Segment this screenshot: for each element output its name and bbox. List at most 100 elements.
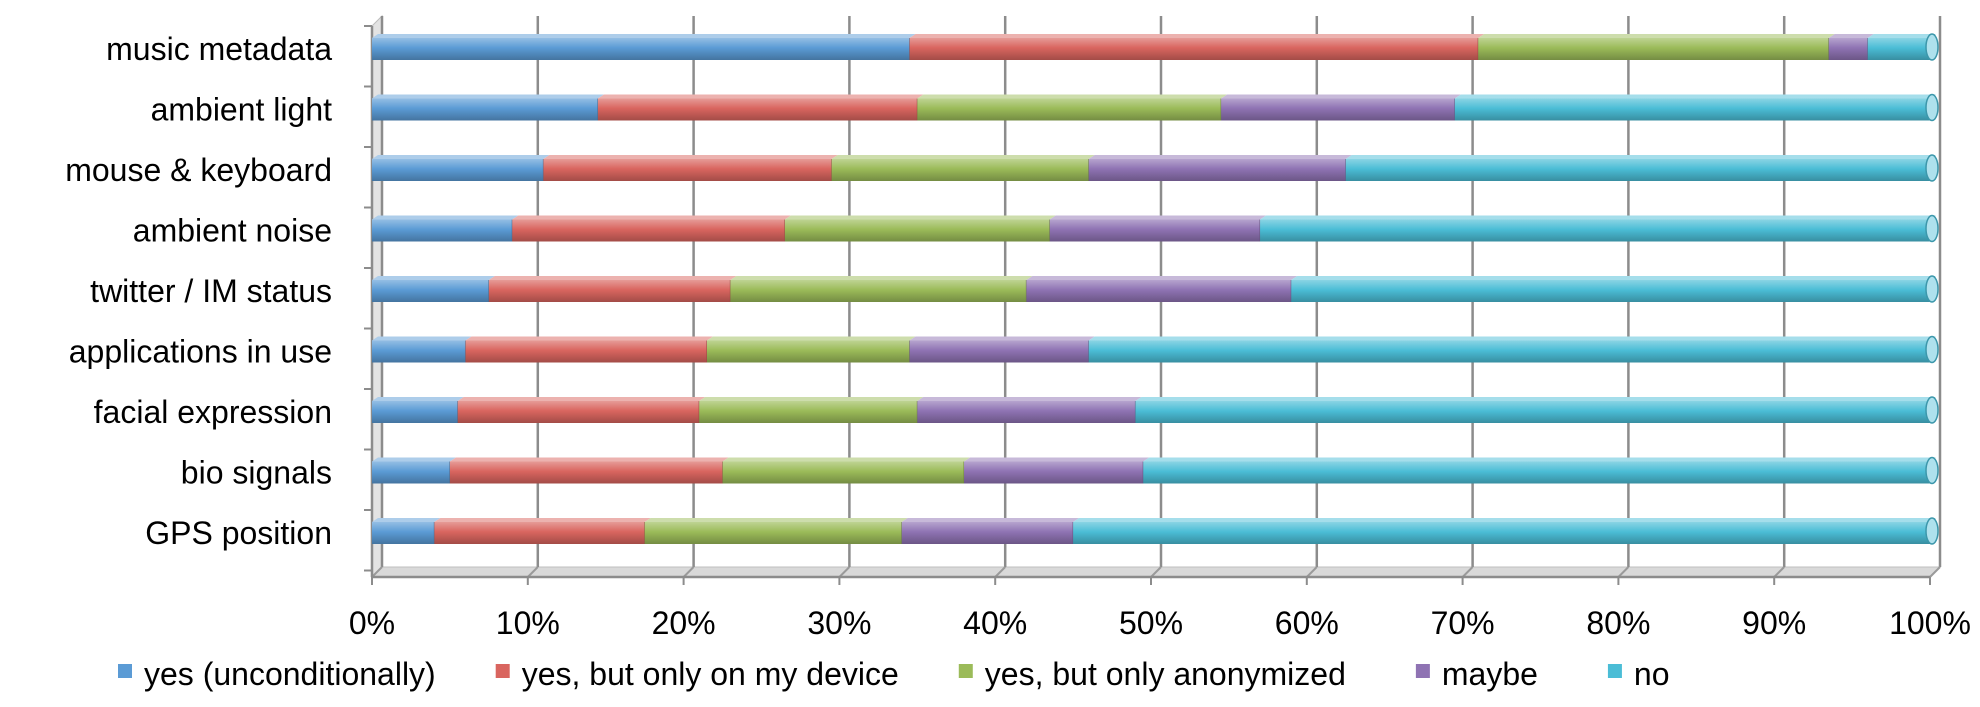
bar-segment: [1478, 34, 1835, 60]
bars: [372, 33, 1939, 545]
gridline-depth: [371, 566, 383, 578]
bar-end-cap: [1925, 517, 1939, 545]
legend-label: yes, but only anonymized: [985, 656, 1346, 692]
bar-segment: [372, 276, 495, 302]
gridline-depth: [1306, 566, 1318, 578]
category-label: ambient light: [151, 92, 333, 128]
x-tick-label: 0%: [349, 605, 395, 641]
bar-segment: [644, 518, 908, 544]
gridline-depth: [1461, 566, 1474, 578]
legend-item: yes (unconditionally): [118, 656, 436, 692]
bar-segment: [372, 94, 604, 121]
bar-segment: [449, 457, 729, 484]
bar-segment: [730, 276, 1033, 302]
legend-swatch: [1415, 664, 1430, 678]
category-label: twitter / IM status: [90, 273, 332, 309]
legend-label: yes, but only on my device: [522, 656, 899, 692]
bar-segment: [597, 94, 924, 121]
bar-end-cap: [1925, 154, 1939, 182]
legend-swatch: [118, 664, 132, 678]
x-tick-label: 50%: [1119, 605, 1183, 641]
bar-end-cap: [1925, 33, 1939, 61]
gridline-depth: [1617, 566, 1630, 578]
bar-end-cap: [1925, 275, 1939, 303]
bar-segment: [964, 457, 1150, 484]
x-tick-label: 10%: [496, 605, 560, 641]
legend-item: yes, but only on my device: [495, 656, 899, 692]
bar-segment: [1828, 34, 1874, 60]
legend-item: yes, but only anonymized: [958, 656, 1346, 692]
bar-segment: [901, 518, 1080, 544]
bar-segment: [1291, 276, 1936, 302]
gridline-depth: [527, 566, 539, 578]
legend: yes (unconditionally) yes, but only on my…: [118, 656, 1670, 692]
gridline-depth: [1773, 566, 1785, 578]
bar-end-cap: [1925, 93, 1939, 122]
bar-segment: [1049, 215, 1267, 242]
legend-swatch: [958, 664, 973, 678]
gridline-depth: [682, 566, 695, 578]
category-label: applications in use: [69, 334, 332, 370]
legend-swatch: [1607, 664, 1622, 678]
bar-segment: [1143, 457, 1936, 484]
bar-segment: [372, 518, 441, 544]
bar-segment: [1260, 215, 1936, 242]
bar-segment: [1345, 155, 1936, 181]
category-labels: music metadata ambient light mouse & keybo…: [65, 31, 332, 551]
gridline-depth: [1150, 566, 1162, 578]
category-label: bio signals: [181, 455, 332, 491]
legend-item: no: [1607, 656, 1670, 692]
bar-segment: [1867, 34, 1936, 60]
bar-segment: [372, 457, 456, 484]
bar-segment: [372, 215, 519, 242]
x-tick-label: 80%: [1586, 605, 1650, 641]
category-label: facial expression: [94, 394, 332, 430]
bar-segment: [699, 397, 924, 423]
bar-end-cap: [1925, 396, 1939, 424]
bar-segment: [722, 457, 971, 484]
legend-label: maybe: [1442, 656, 1538, 692]
x-tick-label: 100%: [1889, 605, 1971, 641]
x-tick-label: 30%: [807, 605, 871, 641]
category-label: ambient noise: [133, 213, 332, 249]
gridline-depth: [1929, 566, 1941, 578]
bar-segment: [512, 215, 791, 242]
bar-segment: [1088, 336, 1936, 363]
legend-swatch: [495, 664, 510, 678]
bar-segment: [543, 155, 838, 181]
bar-segment: [372, 397, 464, 423]
bar-end-cap: [1925, 335, 1939, 364]
bar-end-cap: [1925, 456, 1939, 485]
category-label: music metadata: [106, 31, 332, 67]
x-tick-labels: 0% 10% 20% 30% 40% 50% 60% 70% 80% 90% 100%: [349, 605, 1971, 641]
bar-segment: [1026, 276, 1298, 302]
x-tick-label: 70%: [1431, 605, 1495, 641]
bar-segment: [1135, 397, 1936, 423]
bar-segment: [831, 155, 1095, 181]
x-tick-label: 40%: [963, 605, 1027, 641]
bar-segment: [372, 155, 550, 181]
legend-label: no: [1634, 656, 1670, 692]
bar-segment: [917, 94, 1228, 121]
x-tick-label: 90%: [1742, 605, 1806, 641]
bar-segment: [706, 336, 916, 363]
bar-segment: [488, 276, 737, 302]
x-tick-label: 60%: [1275, 605, 1339, 641]
bar-segment: [1454, 94, 1936, 121]
x-tick-label: 20%: [652, 605, 716, 641]
bar-segment: [457, 397, 706, 423]
bar-segment: [1088, 155, 1352, 181]
legend-item: maybe: [1415, 656, 1538, 692]
bar-segment: [909, 34, 1485, 60]
bar-segment: [917, 397, 1142, 423]
gridline-depth: [994, 566, 1006, 578]
bar-segment: [372, 336, 472, 363]
legend-label: yes (unconditionally): [144, 656, 436, 692]
bar-segment: [1221, 94, 1461, 121]
gridline-depth: [838, 566, 851, 578]
bar-segment: [465, 336, 713, 363]
bar-segment: [1073, 518, 1936, 544]
bar-end-cap: [1925, 214, 1939, 243]
